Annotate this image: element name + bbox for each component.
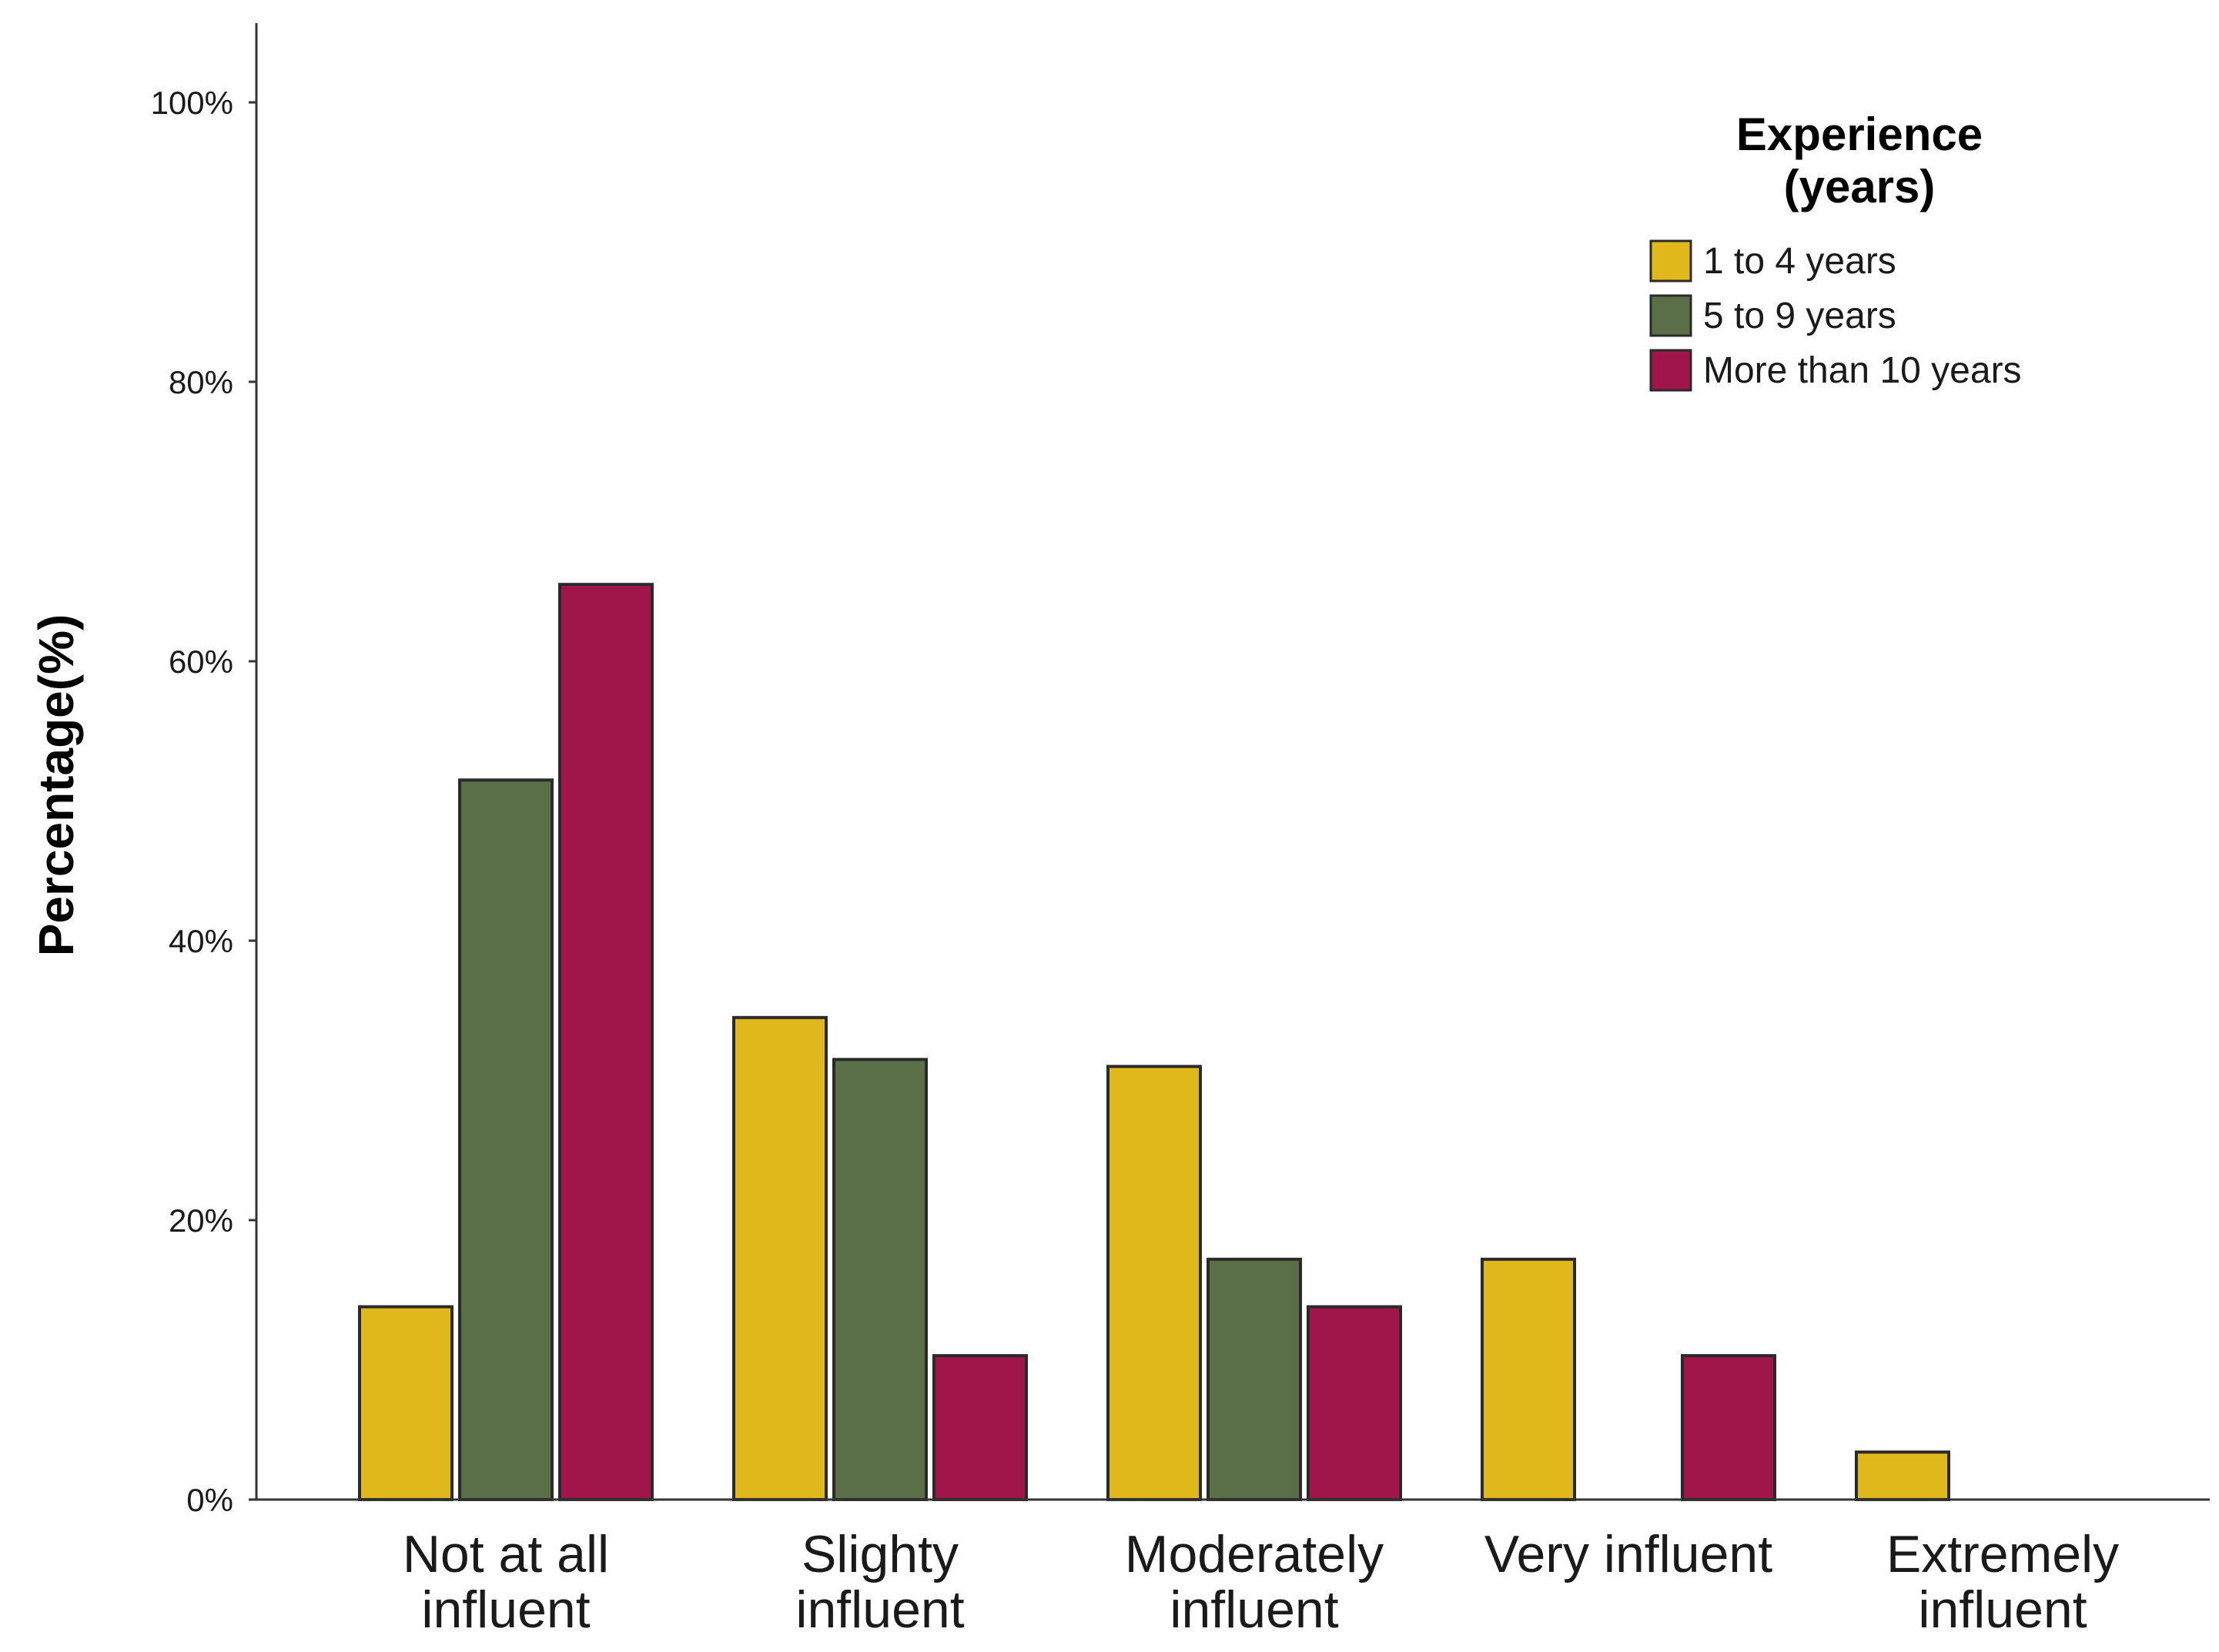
bar-3-cat-3 — [1307, 1305, 1402, 1502]
bar-1-cat-4 — [1481, 1257, 1576, 1501]
legend-title: (years) — [1784, 161, 1936, 212]
x-category-label: Not at all influent — [403, 1525, 609, 1639]
bar-2-cat-2 — [832, 1058, 928, 1501]
bar-1-cat-5 — [1855, 1450, 1950, 1502]
x-axis: Not at all influent Slighty influent Moderat… — [256, 1498, 2210, 1639]
legend-label: 5 to 9 years — [1703, 296, 1896, 336]
x-category-label: Extremely influent — [1886, 1525, 2119, 1639]
legend-swatch — [1649, 294, 1692, 337]
y-axis-label: Percentage(%) — [28, 614, 84, 957]
legend-title: Experience — [1736, 109, 1983, 160]
y-tick-label: 0% — [186, 1482, 233, 1518]
bar-3-cat-4 — [1681, 1354, 1776, 1502]
legend-label: More than 10 years — [1703, 350, 2022, 391]
bar-2-cat-3 — [1207, 1257, 1302, 1501]
x-category-label: Moderately influent — [1125, 1525, 1384, 1639]
y-axis: 0% 20% 40% 60% 80% 100% — [151, 23, 258, 1518]
x-category-label: Slighty influent — [795, 1525, 964, 1639]
y-tick-label: 40% — [169, 923, 233, 959]
y-tick-label: 100% — [151, 85, 233, 121]
bar-1-cat-3 — [1106, 1065, 1202, 1501]
y-tick-label: 80% — [169, 364, 233, 400]
bar-3-cat-2 — [932, 1354, 1028, 1502]
bar-1-cat-1 — [358, 1305, 454, 1502]
bar-2-cat-1 — [458, 778, 554, 1501]
legend-label: 1 to 4 years — [1703, 241, 1896, 282]
y-tick-label: 60% — [169, 644, 233, 680]
y-tick-label: 20% — [169, 1202, 233, 1239]
legend-swatch — [1649, 349, 1692, 392]
bar-3-cat-1 — [558, 583, 654, 1501]
bar-1-cat-2 — [732, 1015, 828, 1501]
x-category-label: Very influent — [1484, 1525, 1772, 1583]
legend-swatch — [1649, 239, 1692, 283]
bars-group — [358, 583, 1950, 1502]
legend: Experience(years) 1 to 4 years 5 to 9 year… — [1649, 109, 2022, 392]
